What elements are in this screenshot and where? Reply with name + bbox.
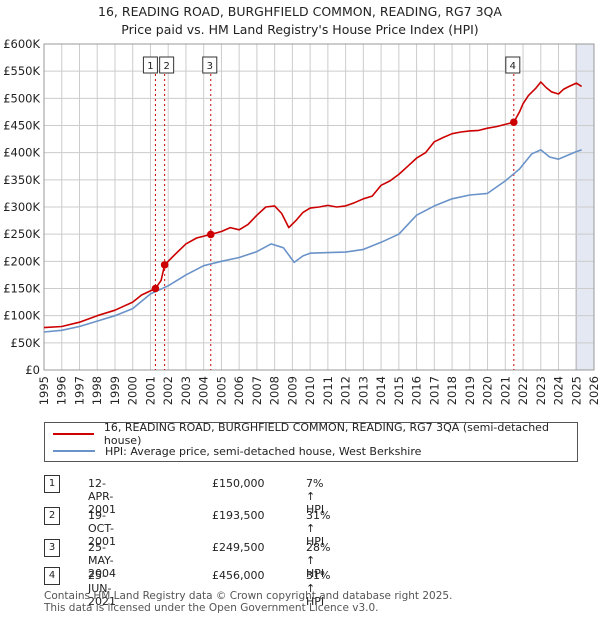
y-tick-label: £300K [3,200,40,214]
y-tick-label: £250K [3,227,40,241]
y-tick-label: £150K [3,282,40,296]
transaction-hpi: 31% ↑ HPI [306,569,331,608]
x-tick-label: 2012 [339,376,353,405]
x-tick-label: 2018 [445,376,459,405]
transaction-marker-label: 2 [163,61,169,72]
transaction-hpi: 31% ↑ HPI [306,509,331,548]
transaction-marker-box [505,56,521,74]
transaction-number: 1 [44,475,60,493]
x-tick-label: 2001 [143,376,157,405]
x-tick-label: 1998 [90,376,104,405]
x-tick-label: 2019 [463,376,477,405]
transaction-date: 25-MAY-2004 [88,541,116,580]
x-tick-label: 1999 [108,376,122,405]
x-tick-label: 2020 [481,376,495,405]
transaction-hpi: 7% ↑ HPI [306,477,325,516]
legend-item-property: 16, READING ROAD, BURGHFIELD COMMON, REA… [53,421,577,447]
x-tick-label: 2004 [197,376,211,405]
transaction-point [510,118,518,127]
x-tick-label: 2015 [392,376,406,405]
x-tick-label: 2007 [250,376,264,405]
transaction-number: 3 [44,539,60,557]
chart-legend: 16, READING ROAD, BURGHFIELD COMMON, REA… [44,421,578,462]
x-tick-label: 1996 [55,376,69,405]
x-tick-label: 2017 [427,376,441,405]
footer-licence: This data is licensed under the Open Gov… [44,602,379,614]
y-tick-label: £400K [3,146,40,160]
plot-border [43,43,595,371]
x-tick-label: 2006 [232,376,246,405]
transaction-price: £249,500 [212,541,265,554]
transaction-price: £150,000 [212,477,265,490]
transaction-marker-box [202,56,218,74]
y-tick-label: £350K [3,173,40,187]
transaction-price: £193,500 [212,509,265,522]
price-chart: £0 £50K £100K £150K £200K £250K £300K £350K £400… [3,37,600,405]
transaction-marker-label: 3 [207,61,213,72]
x-tick-label: 2013 [356,376,370,405]
transaction-marker-box [159,56,175,74]
y-tick-label: £50K [11,336,41,350]
x-tick-label: 2011 [321,376,335,405]
transaction-price: £456,000 [212,569,265,582]
x-tick-label: 2000 [126,376,140,405]
transaction-number: 4 [44,567,60,585]
transaction-point [151,284,160,293]
x-tick-label: 2024 [552,376,566,405]
transaction-marker-label: 1 [147,61,153,72]
transaction-point [160,261,169,269]
x-tick-label: 2005 [214,376,228,405]
hpi-line [43,149,582,333]
x-tick-label: 2003 [179,376,193,405]
legend-item-hpi: HPI: Average price, semi-detached house,… [53,444,421,458]
legend-label-hpi: HPI: Average price, semi-detached house,… [105,444,422,458]
transaction-date: 25-JUN-2021 [88,569,116,608]
y-tick-label: £450K [3,119,40,133]
x-tick-label: 1995 [37,376,51,405]
transaction-hpi: 28% ↑ HPI [306,541,331,580]
x-tick-label: 2021 [498,376,512,405]
chart-title: 16, READING ROAD, BURGHFIELD COMMON, REA… [98,4,502,19]
y-tick-label: £200K [3,254,40,268]
x-tick-label: 2023 [534,376,548,405]
transaction-point [206,230,215,239]
transaction-number: 2 [44,507,60,525]
chart-subtitle: Price paid vs. HM Land Registry's House … [121,22,479,37]
y-tick-label: £0 [25,363,40,377]
property-price-line [43,81,583,329]
legend-swatch-hpi [53,450,95,452]
x-tick-label: 2014 [374,376,388,405]
y-tick-label: £100K [3,309,40,323]
transaction-marker-label: 4 [510,61,516,72]
transaction-date: 19-OCT-2001 [88,509,116,548]
x-tick-label: 2016 [410,376,424,405]
x-tick-label: 1997 [72,376,86,405]
y-tick-label: £500K [3,91,40,105]
transaction-marker-box [142,56,158,74]
x-tick-label: 2009 [285,376,299,405]
x-tick-label: 2026 [587,376,600,405]
legend-label-property: 16, READING ROAD, BURGHFIELD COMMON, REA… [103,421,549,447]
x-tick-label: 2025 [569,376,583,405]
y-tick-label: £550K [3,64,40,78]
footer-copyright: Contains HM Land Registry data © Crown c… [44,590,453,602]
x-tick-label: 2022 [516,376,530,405]
legend-swatch-property [53,433,94,435]
transaction-date: 12-APR-2001 [88,477,116,516]
y-tick-label: £600K [3,37,40,51]
x-tick-label: 2002 [161,376,175,405]
x-tick-label: 2010 [303,376,317,405]
x-tick-label: 2008 [268,376,282,405]
